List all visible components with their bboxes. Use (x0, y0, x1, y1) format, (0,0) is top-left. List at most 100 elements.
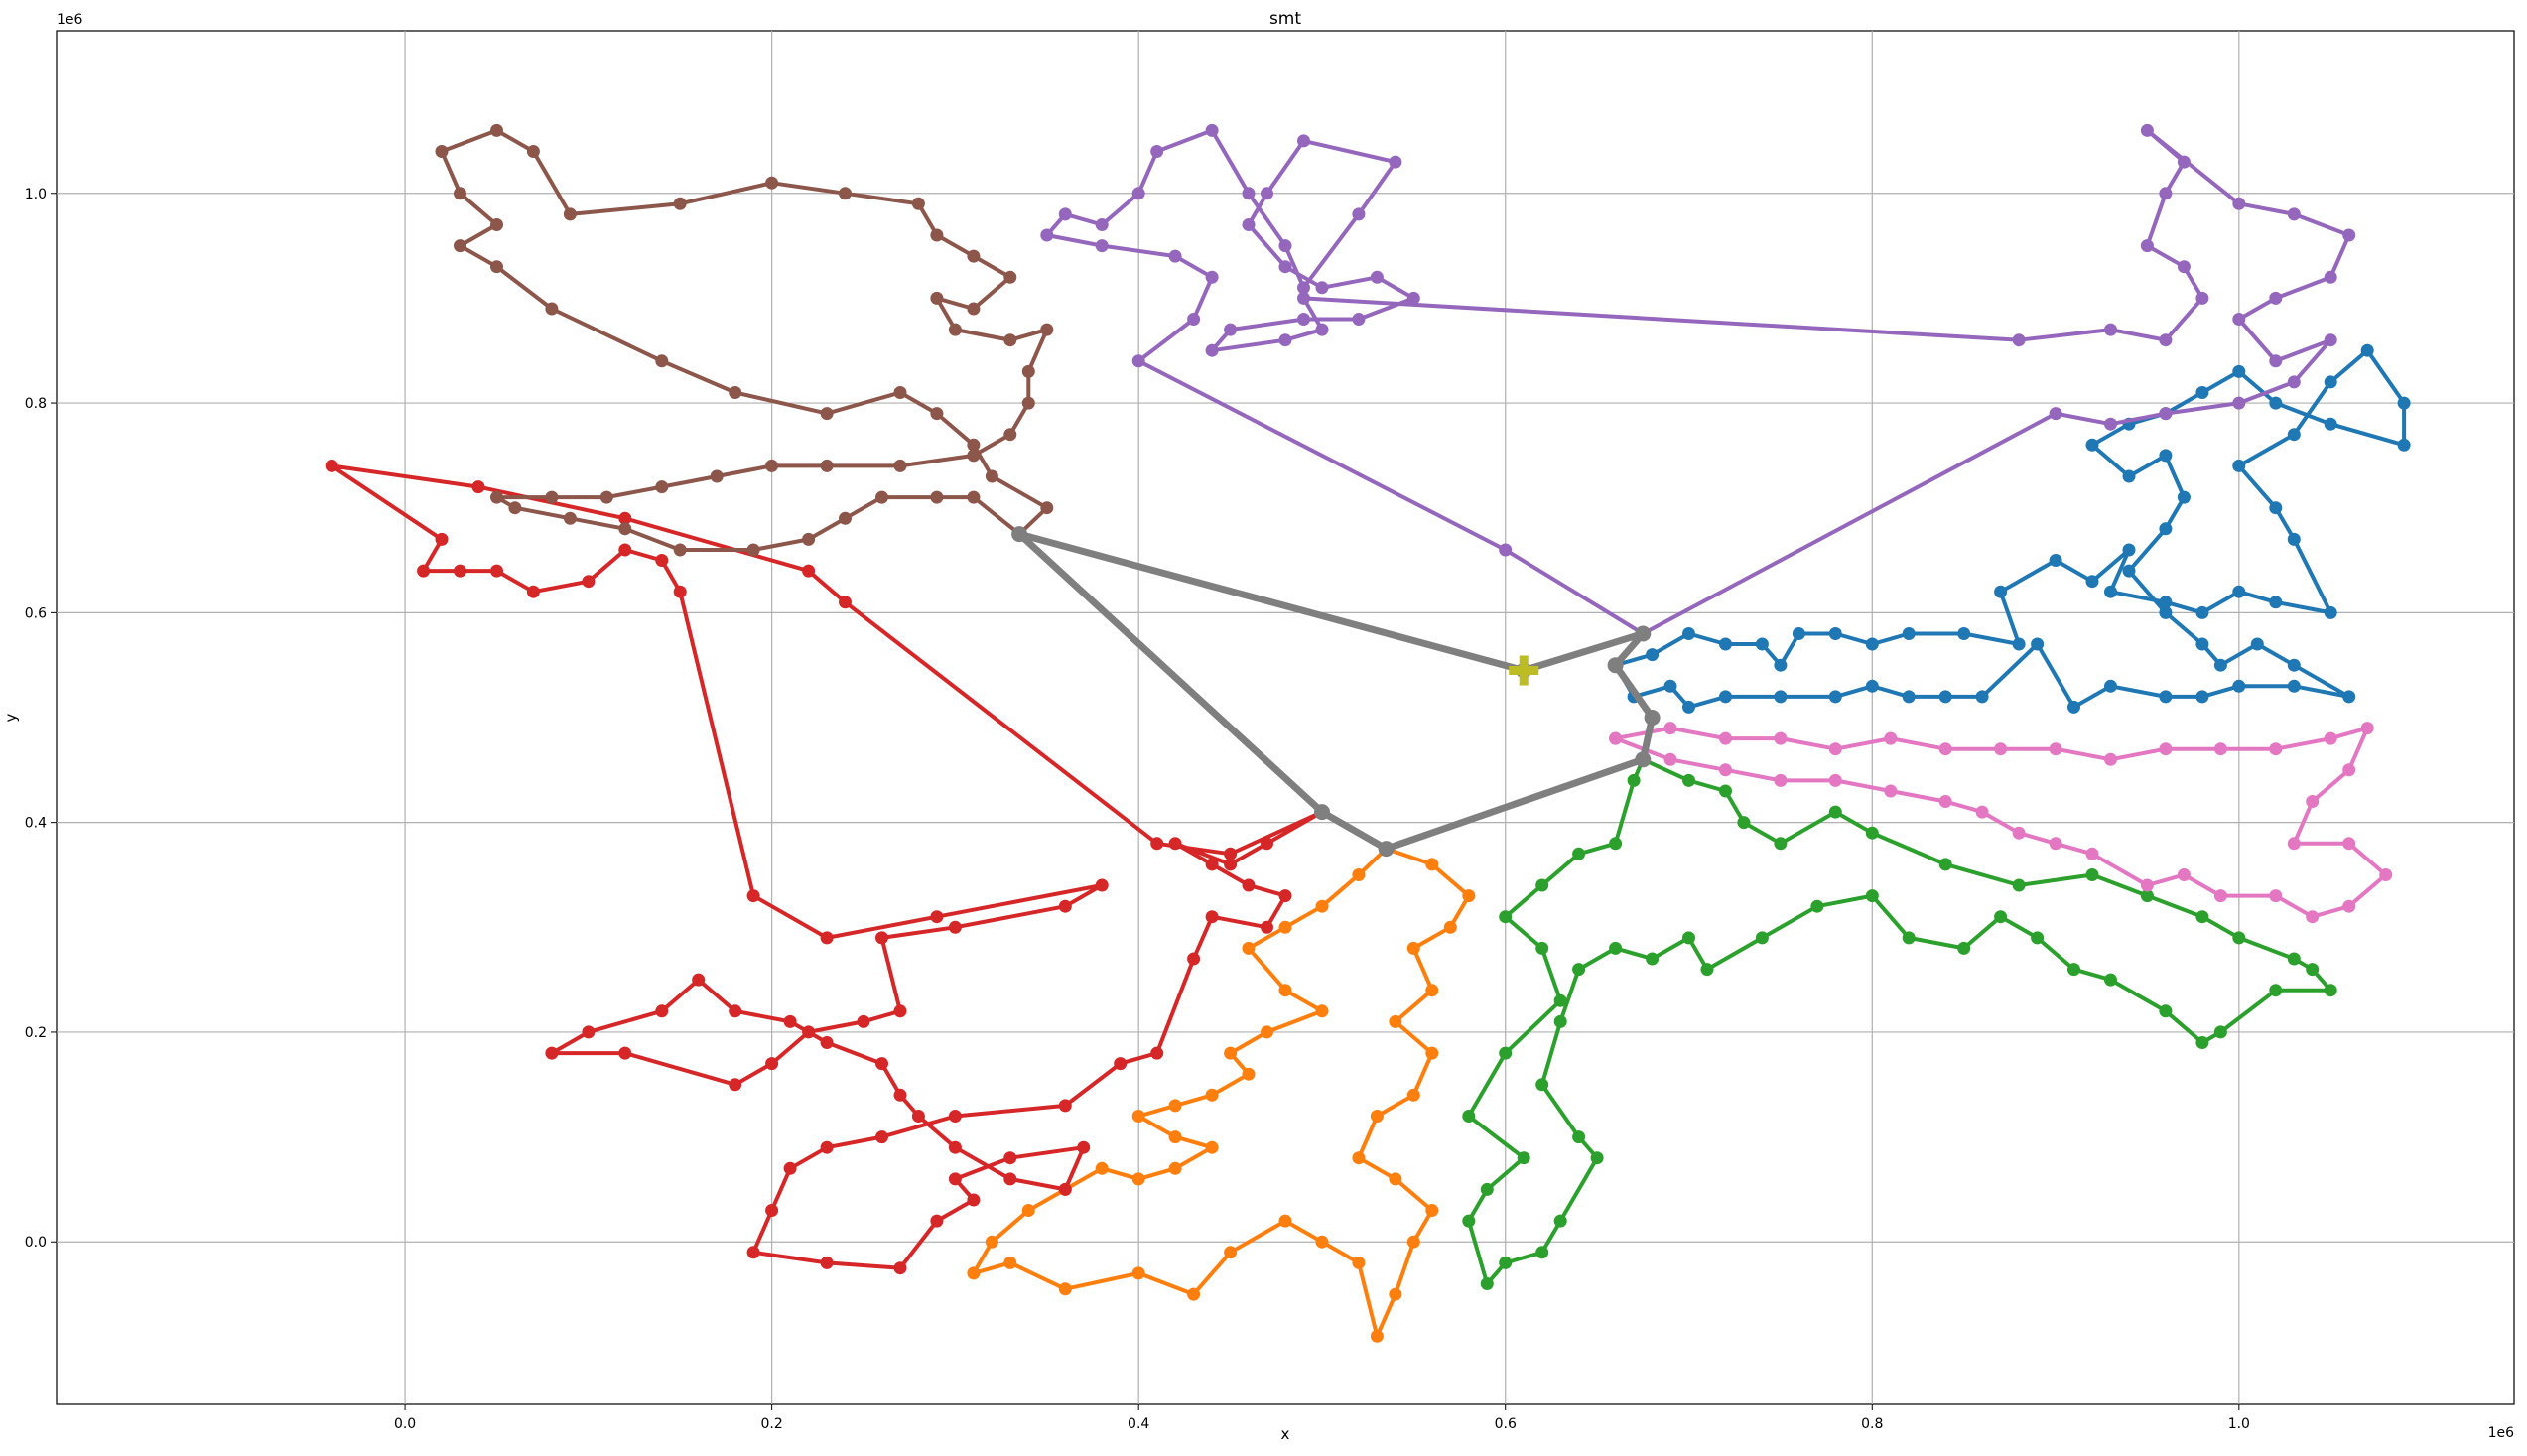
data-point (2324, 731, 2337, 745)
data-point (1352, 313, 1366, 326)
data-point (1499, 1046, 1513, 1060)
marker-layer (1509, 655, 1539, 686)
series-2 (967, 842, 1476, 1343)
data-point (1865, 889, 1879, 903)
data-point (2287, 837, 2301, 851)
data-point (1058, 1282, 1072, 1296)
data-point (2104, 585, 2117, 598)
data-point (1646, 952, 1660, 966)
series-7 (1609, 722, 2393, 924)
y-tick-label: 0.2 (25, 1025, 47, 1041)
data-point (1040, 323, 1054, 336)
data-point (1187, 952, 1201, 966)
data-point (1077, 1140, 1091, 1154)
data-point (618, 522, 632, 536)
series-3 (1462, 752, 2337, 1290)
data-point (454, 239, 466, 253)
data-point (1975, 690, 1989, 704)
data-point (2324, 375, 2337, 389)
data-point (2104, 679, 2117, 693)
data-point (655, 354, 669, 368)
data-point (2195, 910, 2209, 924)
data-point (1278, 260, 1292, 274)
data-point (1957, 941, 1971, 955)
data-point (893, 1088, 907, 1102)
data-point (2324, 417, 2337, 431)
data-point (1003, 333, 1017, 347)
data-point (2287, 952, 2301, 966)
data-point (746, 543, 760, 557)
data-point (1242, 187, 1256, 200)
data-point (2104, 323, 2117, 336)
data-point (2324, 270, 2337, 284)
data-point (2122, 543, 2136, 557)
data-point (526, 145, 540, 158)
data-point (1095, 218, 1109, 231)
data-point (2104, 417, 2117, 431)
data-point (1278, 889, 1292, 903)
series-4 (325, 459, 1329, 1275)
data-point (2287, 428, 2301, 442)
data-point (783, 1161, 797, 1175)
data-point (1003, 1172, 1017, 1186)
data-point (1480, 1277, 1494, 1290)
data-point (1315, 1235, 1329, 1249)
data-point (1278, 1214, 1292, 1228)
data-point (930, 910, 944, 924)
data-point (2195, 291, 2209, 305)
series-1 (1609, 343, 2411, 714)
data-point (1242, 878, 1256, 892)
data-point (1719, 731, 1732, 745)
data-point (1884, 731, 1898, 745)
data-point (1480, 1182, 1494, 1196)
data-point (490, 490, 503, 504)
data-point (490, 564, 503, 578)
data-point (526, 585, 540, 598)
data-point (2269, 291, 2283, 305)
data-point (1774, 690, 1788, 704)
data-point (1737, 816, 1751, 830)
data-point (1297, 313, 1310, 326)
series-line (971, 847, 1471, 1339)
data-point (2324, 605, 2337, 619)
x-offset-label: 1e6 (2488, 1425, 2515, 1441)
data-point (673, 585, 687, 598)
data-point (2269, 596, 2283, 609)
data-point (545, 302, 559, 316)
data-point (1058, 1099, 1072, 1113)
data-point (1315, 323, 1329, 336)
data-point (2306, 963, 2320, 977)
data-point (2159, 187, 2173, 200)
data-point (1828, 742, 1842, 756)
data-point (2085, 575, 2099, 589)
x-tick-label: 0.6 (1495, 1416, 1517, 1432)
data-point (1425, 858, 1439, 871)
data-point (1975, 805, 1989, 819)
data-point (2012, 637, 2026, 651)
data-point (1865, 679, 1879, 693)
data-point (1314, 804, 1330, 821)
data-point (893, 459, 907, 472)
data-point (1315, 1004, 1329, 1018)
data-point (2213, 889, 2227, 903)
data-point (1682, 931, 1695, 945)
data-point (1719, 690, 1732, 704)
data-point (1261, 1025, 1273, 1039)
data-point (820, 407, 834, 421)
data-point (911, 1110, 925, 1123)
data-point (1131, 1172, 1145, 1186)
data-point (2342, 837, 2356, 851)
data-point (2342, 690, 2356, 704)
data-point (1719, 784, 1732, 798)
data-point (1406, 1088, 1420, 1102)
data-point (1224, 858, 1238, 871)
data-point (1352, 207, 1366, 221)
data-point (2140, 239, 2154, 253)
data-point (1682, 627, 1695, 640)
data-point (1572, 847, 1586, 860)
data-point (618, 511, 632, 525)
data-point (2342, 763, 2356, 777)
data-point (875, 1057, 888, 1071)
data-point (967, 1266, 981, 1280)
data-point (1553, 1214, 1567, 1228)
